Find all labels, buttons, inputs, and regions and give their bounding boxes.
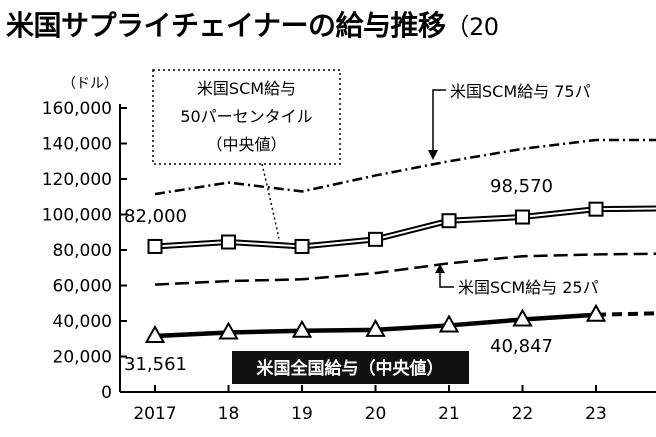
y-tick-label: 60,000 [53,277,112,297]
chart-title: 米国サプライチェイナーの給与推移（20 [6,4,499,44]
y-tick-label: 160,000 [42,99,112,119]
x-tick-label: 20 [365,404,387,424]
callout-arrow-scm-75 [428,150,438,160]
y-tick-label: 120,000 [42,170,112,190]
series-line-scm-50-inner [154,207,656,248]
triangle-marker [585,303,607,322]
callout-label-scm-50: （中央値） [206,135,286,154]
callout-pointer-scm-50 [261,163,280,239]
data-labels-group: 82,000 98,570 31,561 40,847 [124,176,553,375]
callout-label-scm-25: 米国SCM給与 25パ [458,278,599,297]
callout-label-scm-75: 米国SCM給与 75パ [450,82,591,101]
triangle-marker [512,308,533,327]
square-marker [147,238,163,254]
callout-box-national [232,351,469,384]
callout-label-scm-50: 50パーセンタイル [180,107,312,126]
chart-title-main: 米国サプライチェイナーの給与推移 [6,9,446,42]
x-tick-label: 18 [218,404,240,424]
series-line-scm-25 [154,252,656,286]
callout-label-national: 米国全国給与（中央値） [257,358,444,379]
callout-label-scm-50: 米国SCM給与 [197,79,296,98]
triangle-marker [144,324,166,343]
chart-title-suffix: （20 [445,13,499,41]
data-label: 98,570 [490,176,553,197]
callout-arrow-scm-25 [435,264,445,273]
square-marker [588,201,604,217]
x-tick-label: 22 [512,404,534,424]
square-marker [294,238,310,254]
y-tick-label: 140,000 [42,135,112,155]
y-unit-label: （ドル） [62,76,118,92]
series-line-scm-75 [154,138,656,196]
axes: （ドル） 0 20,000 40,000 60,000 80,000 100,000 120,… [42,76,656,424]
square-marker [221,234,236,250]
x-tick-label: 21 [438,404,460,424]
series-group [144,138,656,343]
callout-leader-scm-25 [439,272,454,288]
triangle-marker [438,314,460,333]
triangle-marker [365,318,386,337]
data-label: 82,000 [124,206,187,227]
data-label: 31,561 [124,354,187,375]
square-marker [515,209,530,225]
callout-leader-scm-75 [432,89,446,150]
y-tick-label: 40,000 [53,312,112,332]
callouts-group: 米国SCM給与 50パーセンタイル （中央値） 米国SCM給与 75パ米国SCM給与 … [152,69,599,384]
triangle-marker [291,319,313,338]
y-tick-label: 20,000 [53,348,112,368]
triangle-marker [218,321,239,340]
x-tick-label: 2017 [133,404,176,424]
square-marker [441,213,457,229]
callout-box-scm-50 [152,69,341,165]
data-label: 40,847 [490,336,553,357]
y-tick-label: 0 [101,383,112,403]
square-marker [368,231,383,247]
y-tick-label: 80,000 [53,241,112,261]
x-tick-label: 23 [585,404,607,424]
series-line-national-projection [595,311,656,317]
x-tick-label: 19 [291,404,313,424]
y-tick-label: 100,000 [42,206,112,226]
